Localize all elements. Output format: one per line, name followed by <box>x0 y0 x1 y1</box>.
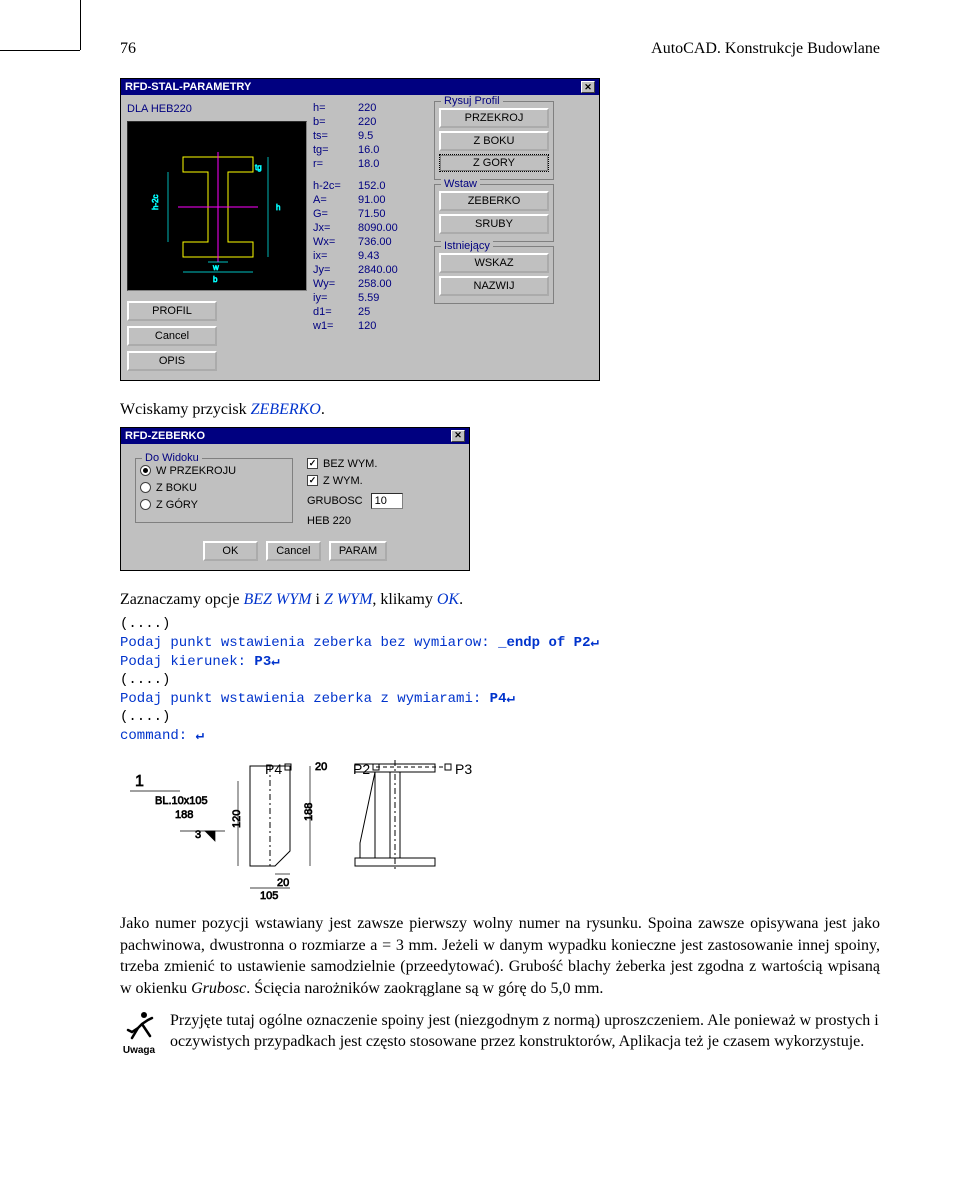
dialog-zeberko: RFD-ZEBERKO ✕ Do Widoku W PRZEKROJU Z BO… <box>120 427 470 571</box>
zgory-button[interactable]: Z GORY <box>439 154 549 172</box>
profile-label: DLA HEB220 <box>127 101 307 117</box>
zeberko-button[interactable]: ZEBERKO <box>439 191 549 211</box>
svg-text:h: h <box>276 203 280 212</box>
technical-diagram: P4 P2 P3 <box>120 756 490 901</box>
heb-label: HEB 220 <box>307 515 455 527</box>
svg-text:tg: tg <box>255 163 262 172</box>
profile-preview: h-2c h b w tg <box>127 121 307 291</box>
params-column: h=220 b=220 ts=9.5 tg=16.0 r=18.0 h-2c=1… <box>313 101 428 374</box>
dlg2-titlebar: RFD-ZEBERKO ✕ <box>121 428 469 444</box>
text-2: Zaznaczamy opcje BEZ WYM i Z WYM, klikam… <box>120 589 880 611</box>
group-wstaw: Wstaw <box>441 178 480 190</box>
dlg1-titlebar: RFD-STAL-PARAMETRY ✕ <box>121 79 599 95</box>
corner-horizontal <box>0 50 80 51</box>
zboku-button[interactable]: Z BOKU <box>439 131 549 151</box>
svg-text:BL.10x105: BL.10x105 <box>155 795 208 807</box>
console-line-2: Podaj kierunek: P3↵ <box>120 653 880 670</box>
close-icon[interactable]: ✕ <box>581 81 595 93</box>
paragraph-1: Jako numer pozycji wstawiany jest zawsze… <box>120 913 880 999</box>
svg-text:w: w <box>212 263 219 272</box>
close-icon[interactable]: ✕ <box>451 430 465 442</box>
svg-text:20: 20 <box>315 761 327 773</box>
runner-icon <box>122 1010 156 1040</box>
cancel-button[interactable]: Cancel <box>127 326 217 346</box>
sruby-button[interactable]: SRUBY <box>439 214 549 234</box>
nazwij-button[interactable]: NAZWIJ <box>439 276 549 296</box>
console-line-3: Podaj punkt wstawienia zeberka z wymiara… <box>120 690 880 707</box>
svg-text:188: 188 <box>175 809 193 821</box>
svg-text:P3: P3 <box>455 761 472 777</box>
page-number: 76 <box>120 40 136 58</box>
check-bezwym[interactable]: ✓BEZ WYM. <box>307 458 455 470</box>
param-button[interactable]: PARAM <box>329 541 387 561</box>
svg-text:h-2c: h-2c <box>151 194 160 210</box>
cancel-button-2[interactable]: Cancel <box>266 541 321 561</box>
uwaga-block: Uwaga Przyjęte tutaj ogólne oznaczenie s… <box>120 1010 880 1056</box>
uwaga-text: Przyjęte tutaj ogólne oznaczenie spoiny … <box>170 1010 880 1053</box>
grubosc-label: GRUBOSC <box>307 495 363 507</box>
svg-text:188: 188 <box>303 803 315 821</box>
radio-zgory[interactable]: Z GÓRY <box>140 499 288 511</box>
check-zwym[interactable]: ✓Z WYM. <box>307 475 455 487</box>
console-line-1: Podaj punkt wstawienia zeberka bez wymia… <box>120 634 880 651</box>
console-ell-2: (....) <box>120 672 880 688</box>
corner-vertical <box>80 0 81 50</box>
dlg2-title: RFD-ZEBERKO <box>125 430 205 442</box>
ok-button[interactable]: OK <box>203 541 258 561</box>
page-header: 76 AutoCAD. Konstrukcje Budowlane <box>120 40 880 58</box>
svg-text:120: 120 <box>231 810 243 828</box>
grubosc-input[interactable]: 10 <box>371 493 403 509</box>
svg-text:b: b <box>213 275 218 284</box>
page-title: AutoCAD. Konstrukcje Budowlane <box>651 40 880 58</box>
opis-button[interactable]: OPIS <box>127 351 217 371</box>
group-widok: Do Widoku <box>142 452 202 464</box>
svg-text:105: 105 <box>260 890 278 901</box>
svg-text:P2: P2 <box>353 761 370 777</box>
wskaz-button[interactable]: WSKAZ <box>439 253 549 273</box>
uwaga-label: Uwaga <box>120 1045 158 1056</box>
radio-przekroj[interactable]: W PRZEKROJU <box>140 465 288 477</box>
console-ell-1: (....) <box>120 616 880 632</box>
profil-button[interactable]: PROFIL <box>127 301 217 321</box>
console-ell-3: (....) <box>120 709 880 725</box>
console-line-4: command: ↵ <box>120 727 880 744</box>
svg-text:20: 20 <box>277 877 289 889</box>
przekroj-button[interactable]: PRZEKROJ <box>439 108 549 128</box>
group-rysuj: Rysuj Profil <box>441 95 503 107</box>
svg-text:1: 1 <box>135 773 144 790</box>
svg-text:P4: P4 <box>265 761 282 777</box>
radio-zboku[interactable]: Z BOKU <box>140 482 288 494</box>
text-1: Wciskamy przycisk ZEBERKO. <box>120 399 880 421</box>
dlg1-title: RFD-STAL-PARAMETRY <box>125 81 251 93</box>
group-istn: Istniejący <box>441 240 493 252</box>
dialog-stal-parametry: RFD-STAL-PARAMETRY ✕ DLA HEB220 <box>120 78 600 381</box>
